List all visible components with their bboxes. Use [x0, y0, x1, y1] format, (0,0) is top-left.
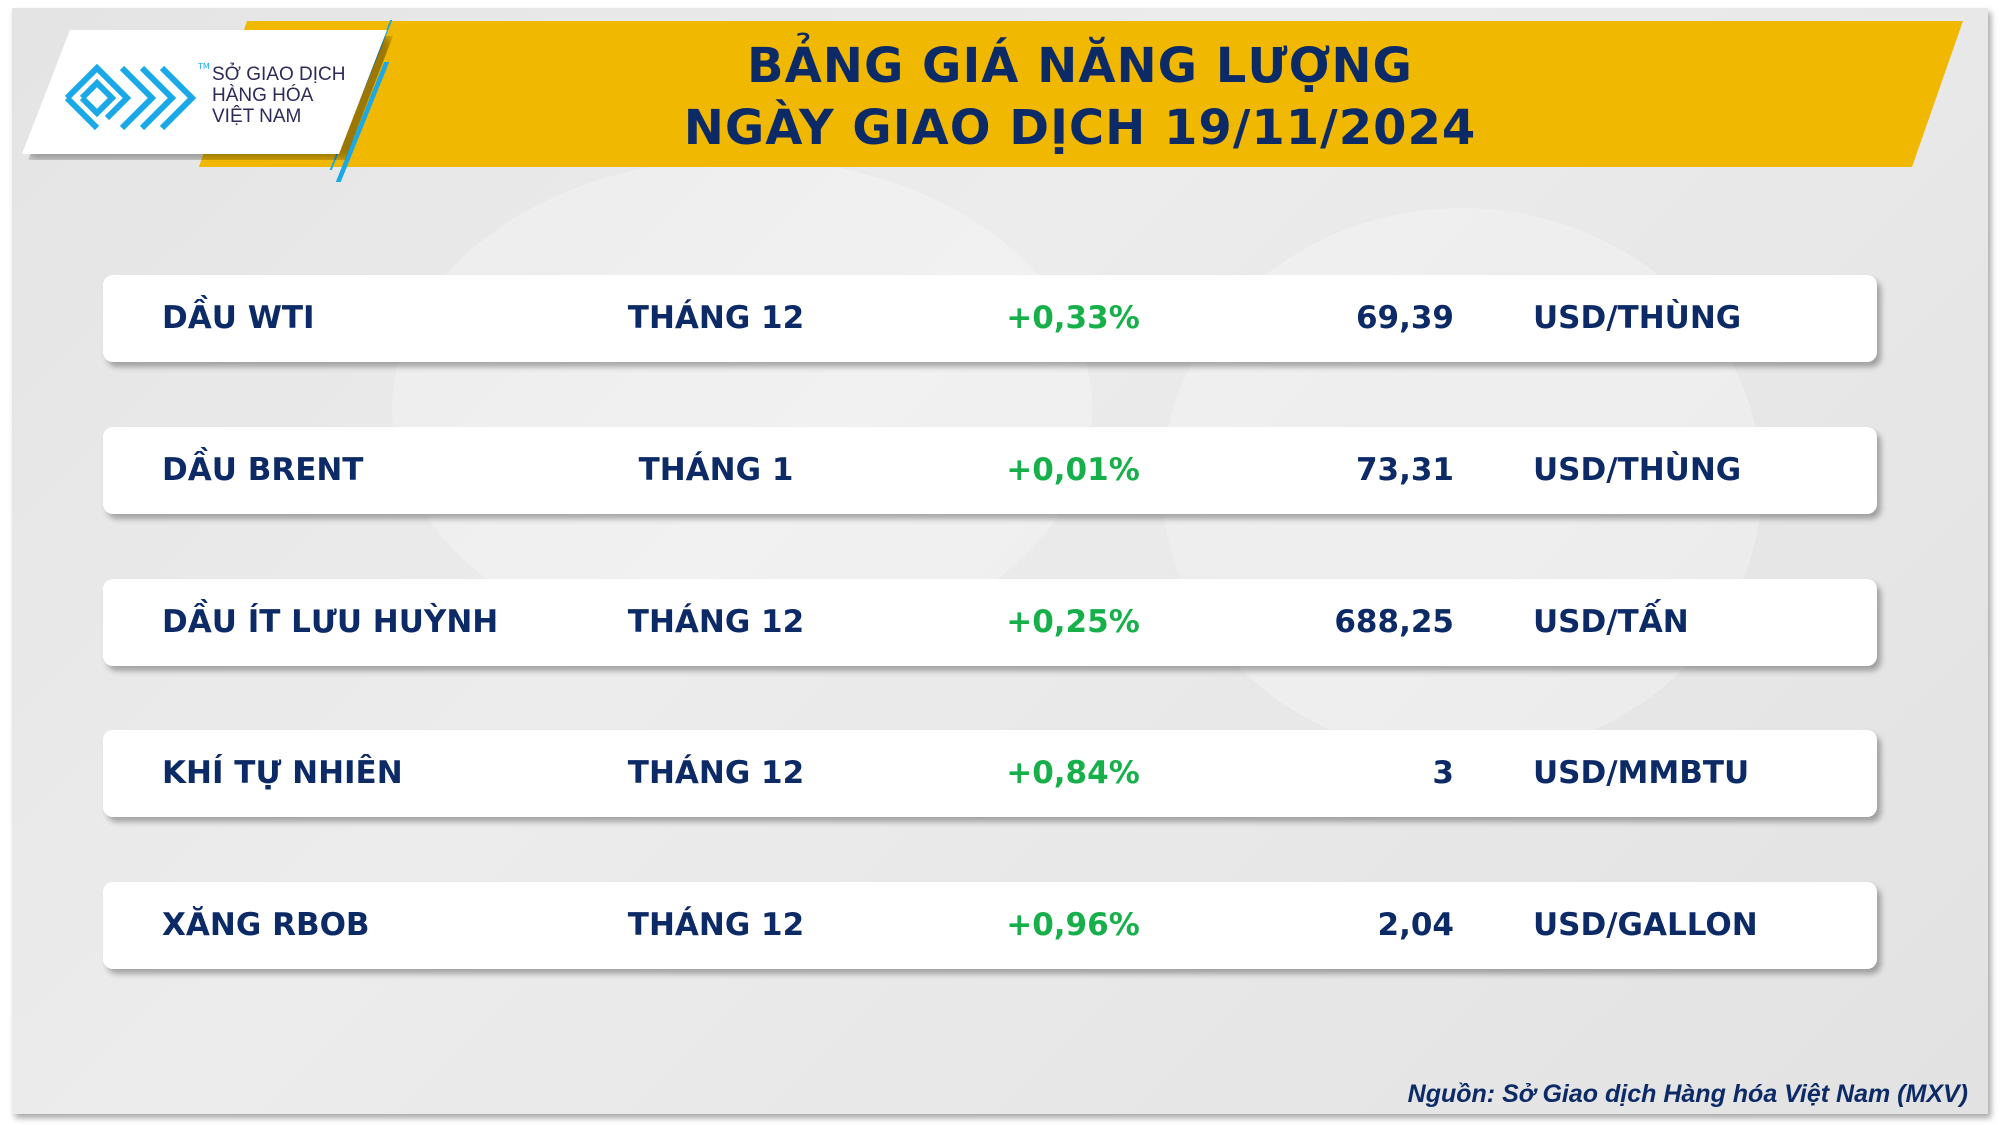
commodity-name: DẦU WTI	[162, 300, 315, 336]
logo-text: SỞ GIAO DỊCH HÀNG HÓA VIỆT NAM	[212, 64, 345, 127]
table-row: DẦU WTI THÁNG 12 +0,33% 69,39 USD/THÙNG	[103, 275, 1877, 362]
price-value: 73,31	[1355, 452, 1454, 488]
page-title: BẢNG GIÁ NĂNG LƯỢNG	[747, 38, 1413, 94]
logo: TM	[22, 30, 387, 154]
mxv-logo-icon	[64, 63, 197, 131]
logo-line: HÀNG HÓA	[212, 85, 314, 106]
price-value: 688,25	[1334, 604, 1454, 640]
price-unit: USD/GALLON	[1533, 907, 1758, 943]
contract-month: THÁNG 12	[627, 604, 805, 640]
contract-month: THÁNG 12	[627, 755, 805, 791]
price-unit: USD/THÙNG	[1533, 300, 1742, 336]
logo-line: SỞ GIAO DỊCH	[212, 64, 346, 85]
world-map-decoration	[392, 158, 1092, 658]
logo-line: VIỆT NAM	[212, 106, 302, 127]
price-value: 2,04	[1377, 907, 1455, 943]
price-value: 69,39	[1355, 300, 1454, 336]
commodity-name: DẦU BRENT	[162, 452, 364, 488]
source-note: Nguồn: Sở Giao dịch Hàng hóa Việt Nam (M…	[1407, 1080, 1968, 1108]
contract-month: THÁNG 12	[627, 907, 805, 943]
title-banner	[199, 21, 1963, 167]
price-unit: USD/MMBTU	[1533, 755, 1750, 791]
commodity-name: DẦU ÍT LƯU HUỲNH	[162, 604, 499, 640]
price-change: +0,33%	[1006, 300, 1140, 336]
price-unit: USD/TẤN	[1533, 604, 1689, 640]
table-row: KHÍ TỰ NHIÊN THÁNG 12 +0,84% 3 USD/MMBTU	[103, 730, 1877, 817]
price-value: 3	[1432, 755, 1454, 791]
price-change: +0,25%	[1006, 604, 1140, 640]
page-subtitle: NGÀY GIAO DỊCH 19/11/2024	[683, 100, 1477, 156]
contract-month: THÁNG 1	[638, 452, 794, 488]
commodity-name: KHÍ TỰ NHIÊN	[162, 755, 403, 791]
price-change: +0,84%	[1006, 755, 1140, 791]
price-unit: USD/THÙNG	[1533, 452, 1742, 488]
commodity-name: XĂNG RBOB	[162, 907, 370, 943]
price-change: +0,96%	[1006, 907, 1140, 943]
table-row: DẦU ÍT LƯU HUỲNH THÁNG 12 +0,25% 688,25 …	[103, 579, 1877, 666]
table-row: DẦU BRENT THÁNG 1 +0,01% 73,31 USD/THÙNG	[103, 427, 1877, 514]
trademark: TM	[198, 62, 210, 71]
contract-month: THÁNG 12	[627, 300, 805, 336]
price-change: +0,01%	[1006, 452, 1140, 488]
table-row: XĂNG RBOB THÁNG 12 +0,96% 2,04 USD/GALLO…	[103, 882, 1877, 969]
